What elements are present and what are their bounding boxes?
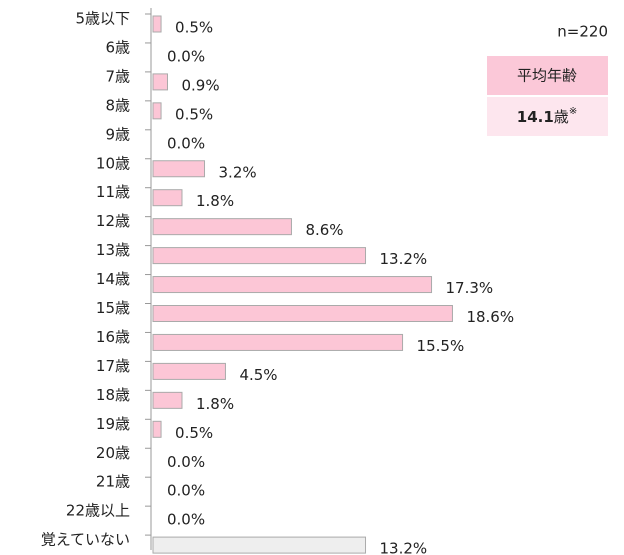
category-label: 19歳	[96, 415, 130, 433]
category-label: 21歳	[96, 473, 130, 491]
average-number: 14.1	[517, 108, 554, 126]
value-label: 13.2%	[380, 250, 428, 268]
bar	[152, 160, 206, 178]
bar	[152, 391, 183, 409]
bar	[152, 189, 183, 207]
bar	[152, 536, 367, 554]
average-value-bg	[487, 97, 608, 136]
category-label: 8歳	[105, 96, 130, 114]
average-unit: 歳	[554, 108, 569, 126]
bar	[152, 420, 162, 438]
value-label: 1.8%	[196, 192, 234, 210]
value-label: 18.6%	[466, 308, 514, 326]
category-label: 12歳	[96, 212, 130, 230]
value-label: 3.2%	[219, 163, 257, 181]
category-label: 7歳	[105, 67, 130, 85]
value-label: 4.5%	[239, 366, 277, 384]
value-label: 0.0%	[167, 511, 205, 529]
category-label: 18歳	[96, 386, 130, 404]
bar	[152, 73, 168, 91]
bar	[152, 218, 292, 236]
average-value: 14.1歳※	[517, 106, 577, 126]
note: n=220	[557, 23, 608, 41]
category-label: 16歳	[96, 328, 130, 346]
average-header-bg	[487, 56, 608, 95]
category-label: 17歳	[96, 357, 130, 375]
average-label: 平均年齢	[517, 67, 577, 85]
category-label: 15歳	[96, 299, 130, 317]
bar	[152, 333, 404, 351]
category-label: 13歳	[96, 241, 130, 259]
average-mark: ※	[569, 106, 577, 117]
value-label: 0.0%	[167, 47, 205, 65]
value-label: 0.5%	[175, 19, 213, 37]
category-label: 覚えていない	[41, 531, 130, 549]
category-label: 22歳以上	[66, 502, 130, 520]
bar	[152, 362, 226, 380]
bar	[152, 276, 433, 294]
category-label: 11歳	[96, 183, 130, 201]
value-label: 15.5%	[417, 337, 465, 355]
value-label: 0.5%	[175, 424, 213, 442]
value-label: 17.3%	[446, 279, 494, 297]
value-label: 1.8%	[196, 395, 234, 413]
bar	[152, 247, 367, 265]
category-label: 9歳	[105, 125, 130, 143]
value-label: 13.2%	[380, 540, 428, 555]
value-label: 0.0%	[167, 482, 205, 500]
category-label: 6歳	[105, 38, 130, 56]
category-label: 14歳	[96, 270, 130, 288]
bar	[152, 305, 453, 322]
category-label: 10歳	[96, 154, 130, 172]
category-label: 5歳以下	[75, 10, 130, 28]
value-label: 8.6%	[305, 221, 343, 239]
category-label: 20歳	[96, 444, 130, 462]
bar	[152, 15, 162, 33]
bar	[152, 102, 162, 120]
value-label: 0.0%	[167, 453, 205, 471]
value-label: 0.0%	[167, 134, 205, 152]
value-label: 0.9%	[181, 76, 219, 94]
value-label: 0.5%	[175, 105, 213, 123]
